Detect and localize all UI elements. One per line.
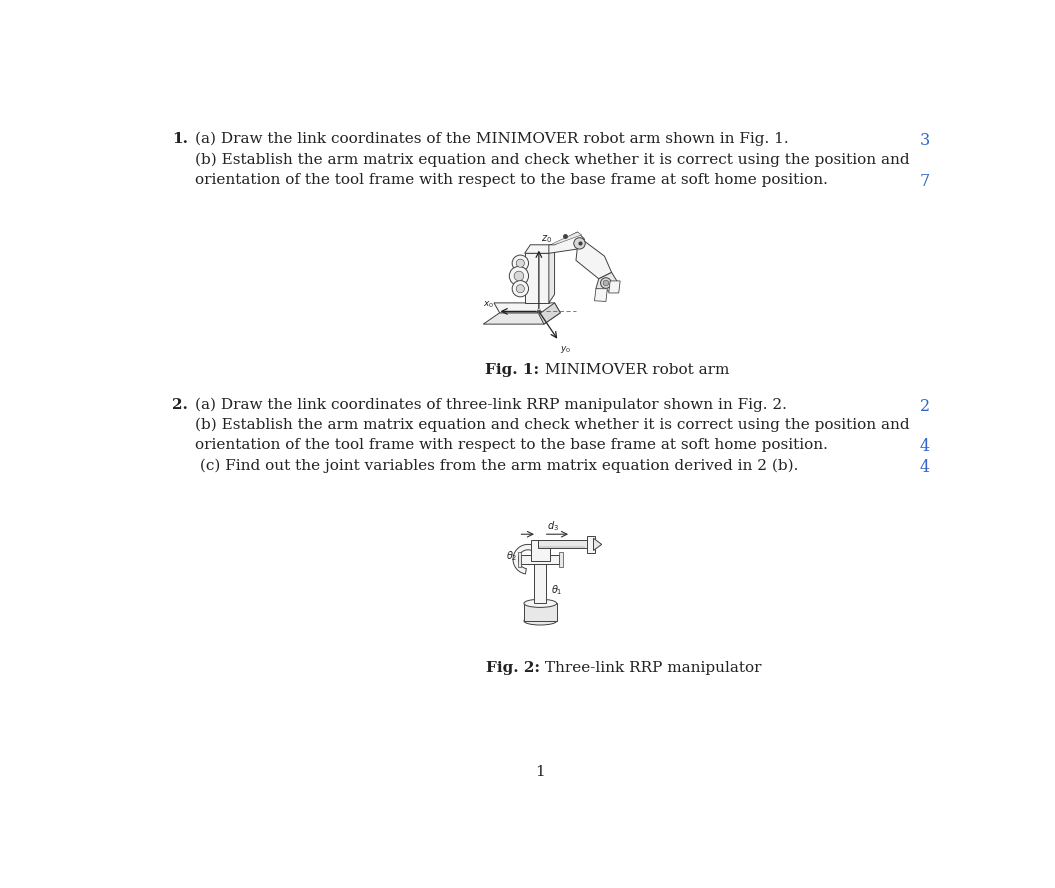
Polygon shape xyxy=(576,239,612,279)
Polygon shape xyxy=(594,289,608,301)
Text: 7: 7 xyxy=(920,173,931,190)
Text: $\theta_1$: $\theta_1$ xyxy=(551,583,562,597)
Polygon shape xyxy=(520,258,524,268)
Text: 1: 1 xyxy=(536,765,545,779)
Text: 4: 4 xyxy=(920,439,931,456)
Circle shape xyxy=(603,281,609,286)
Text: 3: 3 xyxy=(920,132,931,149)
Polygon shape xyxy=(594,538,601,551)
Polygon shape xyxy=(559,551,562,567)
Text: $y_0$: $y_0$ xyxy=(560,344,572,355)
Text: (a) Draw the link coordinates of the MINIMOVER robot arm shown in Fig. 1.: (a) Draw the link coordinates of the MIN… xyxy=(195,132,789,147)
Text: 4: 4 xyxy=(920,459,931,476)
Polygon shape xyxy=(538,540,587,549)
Text: orientation of the tool frame with respect to the base frame at soft home positi: orientation of the tool frame with respe… xyxy=(195,173,828,186)
Text: 2.: 2. xyxy=(172,398,188,412)
Polygon shape xyxy=(609,281,620,293)
Polygon shape xyxy=(524,603,557,621)
Circle shape xyxy=(512,255,529,272)
Polygon shape xyxy=(483,313,560,324)
Text: Fig. 1:: Fig. 1: xyxy=(485,363,539,377)
Text: 2: 2 xyxy=(920,398,931,415)
Text: (c) Find out the joint variables from the arm matrix equation derived in 2 (b).: (c) Find out the joint variables from th… xyxy=(195,459,799,473)
Circle shape xyxy=(600,278,611,289)
Polygon shape xyxy=(521,554,559,564)
Text: $\theta_2$: $\theta_2$ xyxy=(506,550,518,564)
Text: Three-link RRP manipulator: Three-link RRP manipulator xyxy=(539,661,761,675)
Circle shape xyxy=(512,281,529,297)
Circle shape xyxy=(516,285,524,293)
Ellipse shape xyxy=(524,617,557,625)
Text: 1.: 1. xyxy=(172,132,188,146)
Polygon shape xyxy=(587,536,595,552)
Polygon shape xyxy=(551,232,581,245)
Text: $z_0$: $z_0$ xyxy=(541,234,552,245)
Text: (b) Establish the arm matrix equation and check whether it is correct using the : (b) Establish the arm matrix equation an… xyxy=(195,153,910,167)
Polygon shape xyxy=(494,303,560,313)
Polygon shape xyxy=(531,540,550,561)
Polygon shape xyxy=(539,303,560,324)
Polygon shape xyxy=(549,232,584,253)
Ellipse shape xyxy=(524,599,557,607)
Polygon shape xyxy=(513,544,541,574)
Circle shape xyxy=(514,271,523,281)
Circle shape xyxy=(516,259,524,267)
Text: MINIMOVER robot arm: MINIMOVER robot arm xyxy=(539,363,729,377)
Polygon shape xyxy=(534,561,546,603)
Polygon shape xyxy=(524,245,555,253)
Text: orientation of the tool frame with respect to the base frame at soft home positi: orientation of the tool frame with respe… xyxy=(195,439,828,452)
Polygon shape xyxy=(518,551,521,567)
Text: (a) Draw the link coordinates of three-link RRP manipulator shown in Fig. 2.: (a) Draw the link coordinates of three-l… xyxy=(195,398,787,412)
Polygon shape xyxy=(524,253,549,303)
Polygon shape xyxy=(520,284,524,294)
Text: $x_0$: $x_0$ xyxy=(483,299,495,310)
Circle shape xyxy=(574,238,586,249)
Text: $d_3$: $d_3$ xyxy=(548,519,559,533)
Polygon shape xyxy=(519,270,524,281)
Polygon shape xyxy=(596,273,617,291)
Text: (b) Establish the arm matrix equation and check whether it is correct using the : (b) Establish the arm matrix equation an… xyxy=(195,418,910,432)
Circle shape xyxy=(510,266,529,286)
Polygon shape xyxy=(539,546,586,548)
Polygon shape xyxy=(549,245,555,303)
Text: Fig. 2:: Fig. 2: xyxy=(485,661,539,675)
